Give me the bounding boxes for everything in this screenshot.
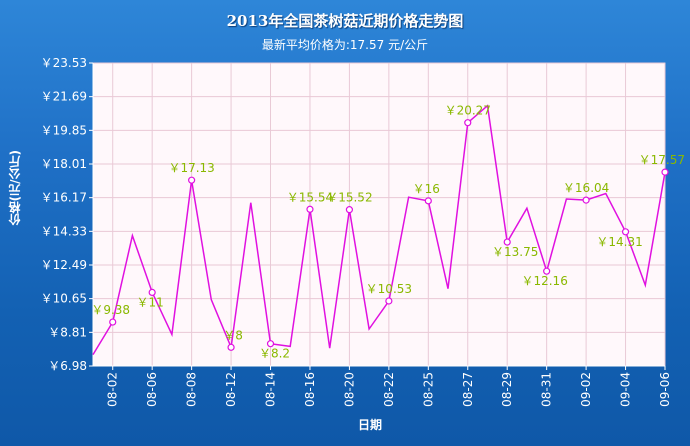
data-label: ￥15.52	[326, 191, 372, 205]
data-label: ￥17.13	[168, 161, 214, 175]
data-point	[266, 340, 275, 348]
data-label: ￥15.54	[287, 190, 333, 204]
data-label: ￥11	[137, 295, 164, 309]
y-tick-label: ￥8.81	[48, 325, 87, 339]
x-tick-label: 08-12	[224, 372, 238, 407]
y-axis-label: 价格(元/公斤)	[8, 150, 22, 226]
y-tick-label: ￥18.01	[41, 157, 87, 171]
data-point	[621, 228, 630, 236]
y-tick-label: ￥14.33	[41, 224, 87, 238]
data-point	[582, 196, 590, 204]
data-point	[464, 119, 472, 127]
data-label: ￥8.2	[259, 347, 290, 361]
data-label: ￥20.27	[445, 104, 491, 118]
x-tick-label: 08-02	[106, 372, 120, 407]
price-series-line	[92, 104, 666, 355]
x-tick-label: 09-02	[579, 372, 593, 407]
x-tick-label: 08-29	[500, 372, 514, 407]
data-point	[543, 267, 551, 275]
x-axis-label: 日期	[357, 418, 382, 432]
x-tick-label: 08-31	[540, 372, 554, 407]
y-tick-label: ￥12.49	[41, 258, 87, 272]
data-label: ￥13.75	[492, 245, 538, 259]
plot-area	[92, 62, 666, 367]
data-point	[503, 238, 511, 246]
data-label: ￥14.31	[596, 235, 642, 249]
data-point	[345, 206, 354, 214]
x-tick-label: 09-04	[619, 372, 633, 407]
data-point	[188, 176, 196, 184]
data-point	[661, 168, 669, 176]
y-tick-label: ￥16.17	[41, 191, 87, 205]
y-tick-label: ￥6.98	[48, 359, 87, 373]
y-tick-label: ￥23.53	[41, 56, 87, 70]
data-point	[424, 197, 432, 205]
y-tick-label: ￥10.65	[41, 292, 87, 306]
data-label: ￥16	[413, 182, 440, 196]
chart-title: 2013年全国茶树菇近期价格走势图	[226, 12, 464, 30]
x-tick-label: 08-22	[382, 372, 396, 407]
data-label: ￥12.16	[521, 274, 567, 288]
data-point	[385, 297, 393, 305]
x-tick-label: 08-06	[145, 372, 159, 407]
x-tick-label: 08-27	[461, 372, 475, 407]
data-label: ￥16.04	[563, 181, 609, 195]
data-label: ￥17.57	[639, 153, 685, 167]
x-tick-label: 08-08	[185, 372, 199, 407]
x-tick-label: 09-06	[658, 372, 672, 407]
y-tick-label: ￥21.69	[41, 90, 87, 104]
data-point	[227, 343, 235, 351]
data-point	[306, 205, 314, 213]
y-tick-label: ￥19.85	[41, 123, 87, 137]
data-label: ￥9.38	[91, 303, 130, 317]
x-tick-label: 08-16	[303, 372, 317, 407]
chart-subtitle: 最新平均价格为:17.57 元/公斤	[261, 38, 429, 52]
data-label: ￥8	[223, 328, 243, 342]
data-point	[148, 288, 156, 297]
data-label: ￥10.53	[366, 282, 412, 296]
x-tick-label: 08-14	[264, 372, 278, 407]
x-tick-label: 08-25	[421, 372, 435, 407]
data-point	[109, 318, 117, 326]
x-tick-label: 08-20	[342, 372, 356, 407]
